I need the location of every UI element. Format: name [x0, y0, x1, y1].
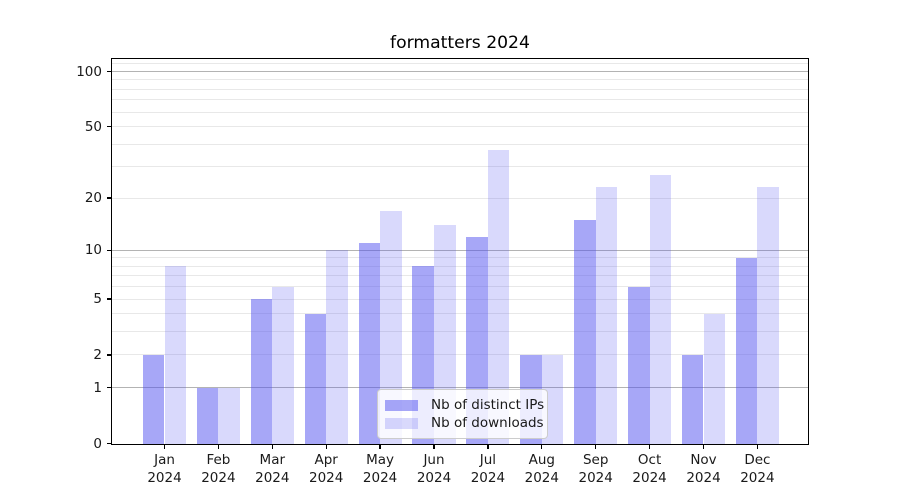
- gridline-40: [112, 143, 808, 145]
- y-tick-label-100: 100: [76, 63, 102, 80]
- gridline-80: [112, 88, 808, 90]
- bar-downloads-mar: [272, 286, 294, 444]
- y-tick-label-0: 0: [93, 435, 102, 452]
- gridline-6: [112, 286, 808, 288]
- bar-distinct-ips-oct: [628, 286, 650, 444]
- y-tick-mark-2: [106, 354, 112, 356]
- bar-distinct-ips-jan: [142, 354, 165, 444]
- bar-downloads-jun: [434, 225, 456, 444]
- gridline-7: [112, 275, 808, 277]
- gridline-1: [112, 387, 808, 389]
- legend-row-distinct-ips: Nb of distinct IPs: [378, 397, 547, 413]
- gridline-110: [112, 63, 808, 65]
- bar-downloads-sep: [595, 187, 618, 444]
- gridline-90: [112, 79, 808, 81]
- gridline-5: [112, 298, 808, 300]
- bar-distinct-ips-apr: [304, 313, 327, 444]
- y-tick-mark-20: [106, 197, 112, 199]
- x-tick-mark-dec: [756, 444, 759, 449]
- x-tick-label-nov: Nov 2024: [686, 452, 721, 486]
- bar-distinct-ips-nov: [681, 354, 704, 444]
- bar-downloads-jul: [487, 150, 510, 444]
- legend-label-distinct-ips: Nb of distinct IPs: [431, 397, 545, 413]
- x-tick-mark-may: [379, 444, 381, 449]
- y-tick-label-10: 10: [84, 242, 102, 259]
- x-tick-mark-nov: [702, 444, 705, 449]
- chart-title: formatters 2024: [390, 33, 530, 53]
- gridline-9: [112, 257, 808, 259]
- plot-area: [110, 57, 810, 445]
- x-tick-label-feb: Feb 2024: [201, 452, 236, 486]
- bar-distinct-ips-mar: [250, 299, 273, 444]
- bar-downloads-may: [380, 210, 402, 444]
- x-tick-mark-jan: [163, 444, 166, 449]
- y-tick-label-20: 20: [84, 190, 102, 207]
- y-tick-mark-1: [106, 386, 112, 389]
- gridline-3: [112, 331, 808, 333]
- legend-swatch-downloads: [385, 417, 418, 429]
- x-tick-label-dec: Dec 2024: [740, 452, 775, 486]
- bar-downloads-jan: [164, 266, 187, 444]
- bar-distinct-ips-dec: [735, 257, 758, 444]
- legend: Nb of distinct IPs Nb of downloads: [377, 389, 548, 439]
- x-tick-label-apr: Apr 2024: [309, 452, 344, 486]
- x-tick-mark-aug: [541, 444, 543, 449]
- x-tick-mark-sep: [595, 444, 597, 449]
- gridline-2: [112, 354, 808, 356]
- bar-downloads-dec: [757, 187, 779, 444]
- gridline-20: [112, 197, 808, 199]
- legend-row-downloads: Nb of downloads: [378, 415, 547, 431]
- x-tick-mark-feb: [217, 444, 220, 449]
- x-tick-label-jul: Jul 2024: [470, 452, 506, 486]
- x-tick-mark-apr: [325, 444, 327, 449]
- x-tick-label-jun: Jun 2024: [416, 452, 452, 486]
- bar-downloads-oct: [649, 174, 672, 444]
- x-tick-label-aug: Aug 2024: [524, 452, 559, 486]
- x-tick-mark-mar: [271, 444, 273, 449]
- x-tick-label-may: May 2024: [362, 452, 398, 486]
- gridline-4: [112, 313, 808, 315]
- y-tick-label-1: 1: [93, 379, 102, 396]
- y-tick-mark-50: [106, 125, 112, 128]
- y-tick-mark-100: [106, 70, 112, 73]
- y-tick-mark-0: [106, 442, 112, 445]
- bar-downloads-apr: [326, 250, 348, 444]
- gridline-70: [112, 99, 808, 101]
- bar-distinct-ips-sep: [574, 220, 596, 444]
- x-tick-label-jan: Jan 2024: [147, 452, 182, 486]
- x-tick-label-oct: Oct 2024: [632, 452, 667, 486]
- gridline-60: [112, 111, 808, 113]
- gridline-100: [112, 71, 808, 73]
- gridline-8: [112, 265, 808, 267]
- y-tick-label-50: 50: [84, 118, 102, 135]
- bar-downloads-nov: [703, 313, 726, 444]
- y-tick-label-2: 2: [93, 346, 102, 363]
- x-tick-mark-jul: [487, 444, 489, 449]
- x-tick-mark-jun: [433, 444, 435, 449]
- gridline-10: [112, 249, 808, 251]
- legend-swatch-distinct-ips: [385, 399, 418, 411]
- gridline-30: [112, 166, 808, 168]
- y-tick-label-5: 5: [93, 291, 102, 308]
- y-tick-mark-5: [106, 298, 112, 300]
- bar-downloads-feb: [218, 387, 240, 444]
- x-tick-mark-oct: [648, 444, 651, 449]
- x-tick-label-sep: Sep 2024: [578, 452, 613, 486]
- bar-distinct-ips-feb: [196, 387, 219, 444]
- legend-label-downloads: Nb of downloads: [431, 415, 544, 431]
- gridline-50: [112, 126, 808, 128]
- x-tick-label-mar: Mar 2024: [255, 452, 290, 486]
- bar-distinct-ips-may: [358, 243, 381, 444]
- y-tick-mark-10: [106, 249, 112, 251]
